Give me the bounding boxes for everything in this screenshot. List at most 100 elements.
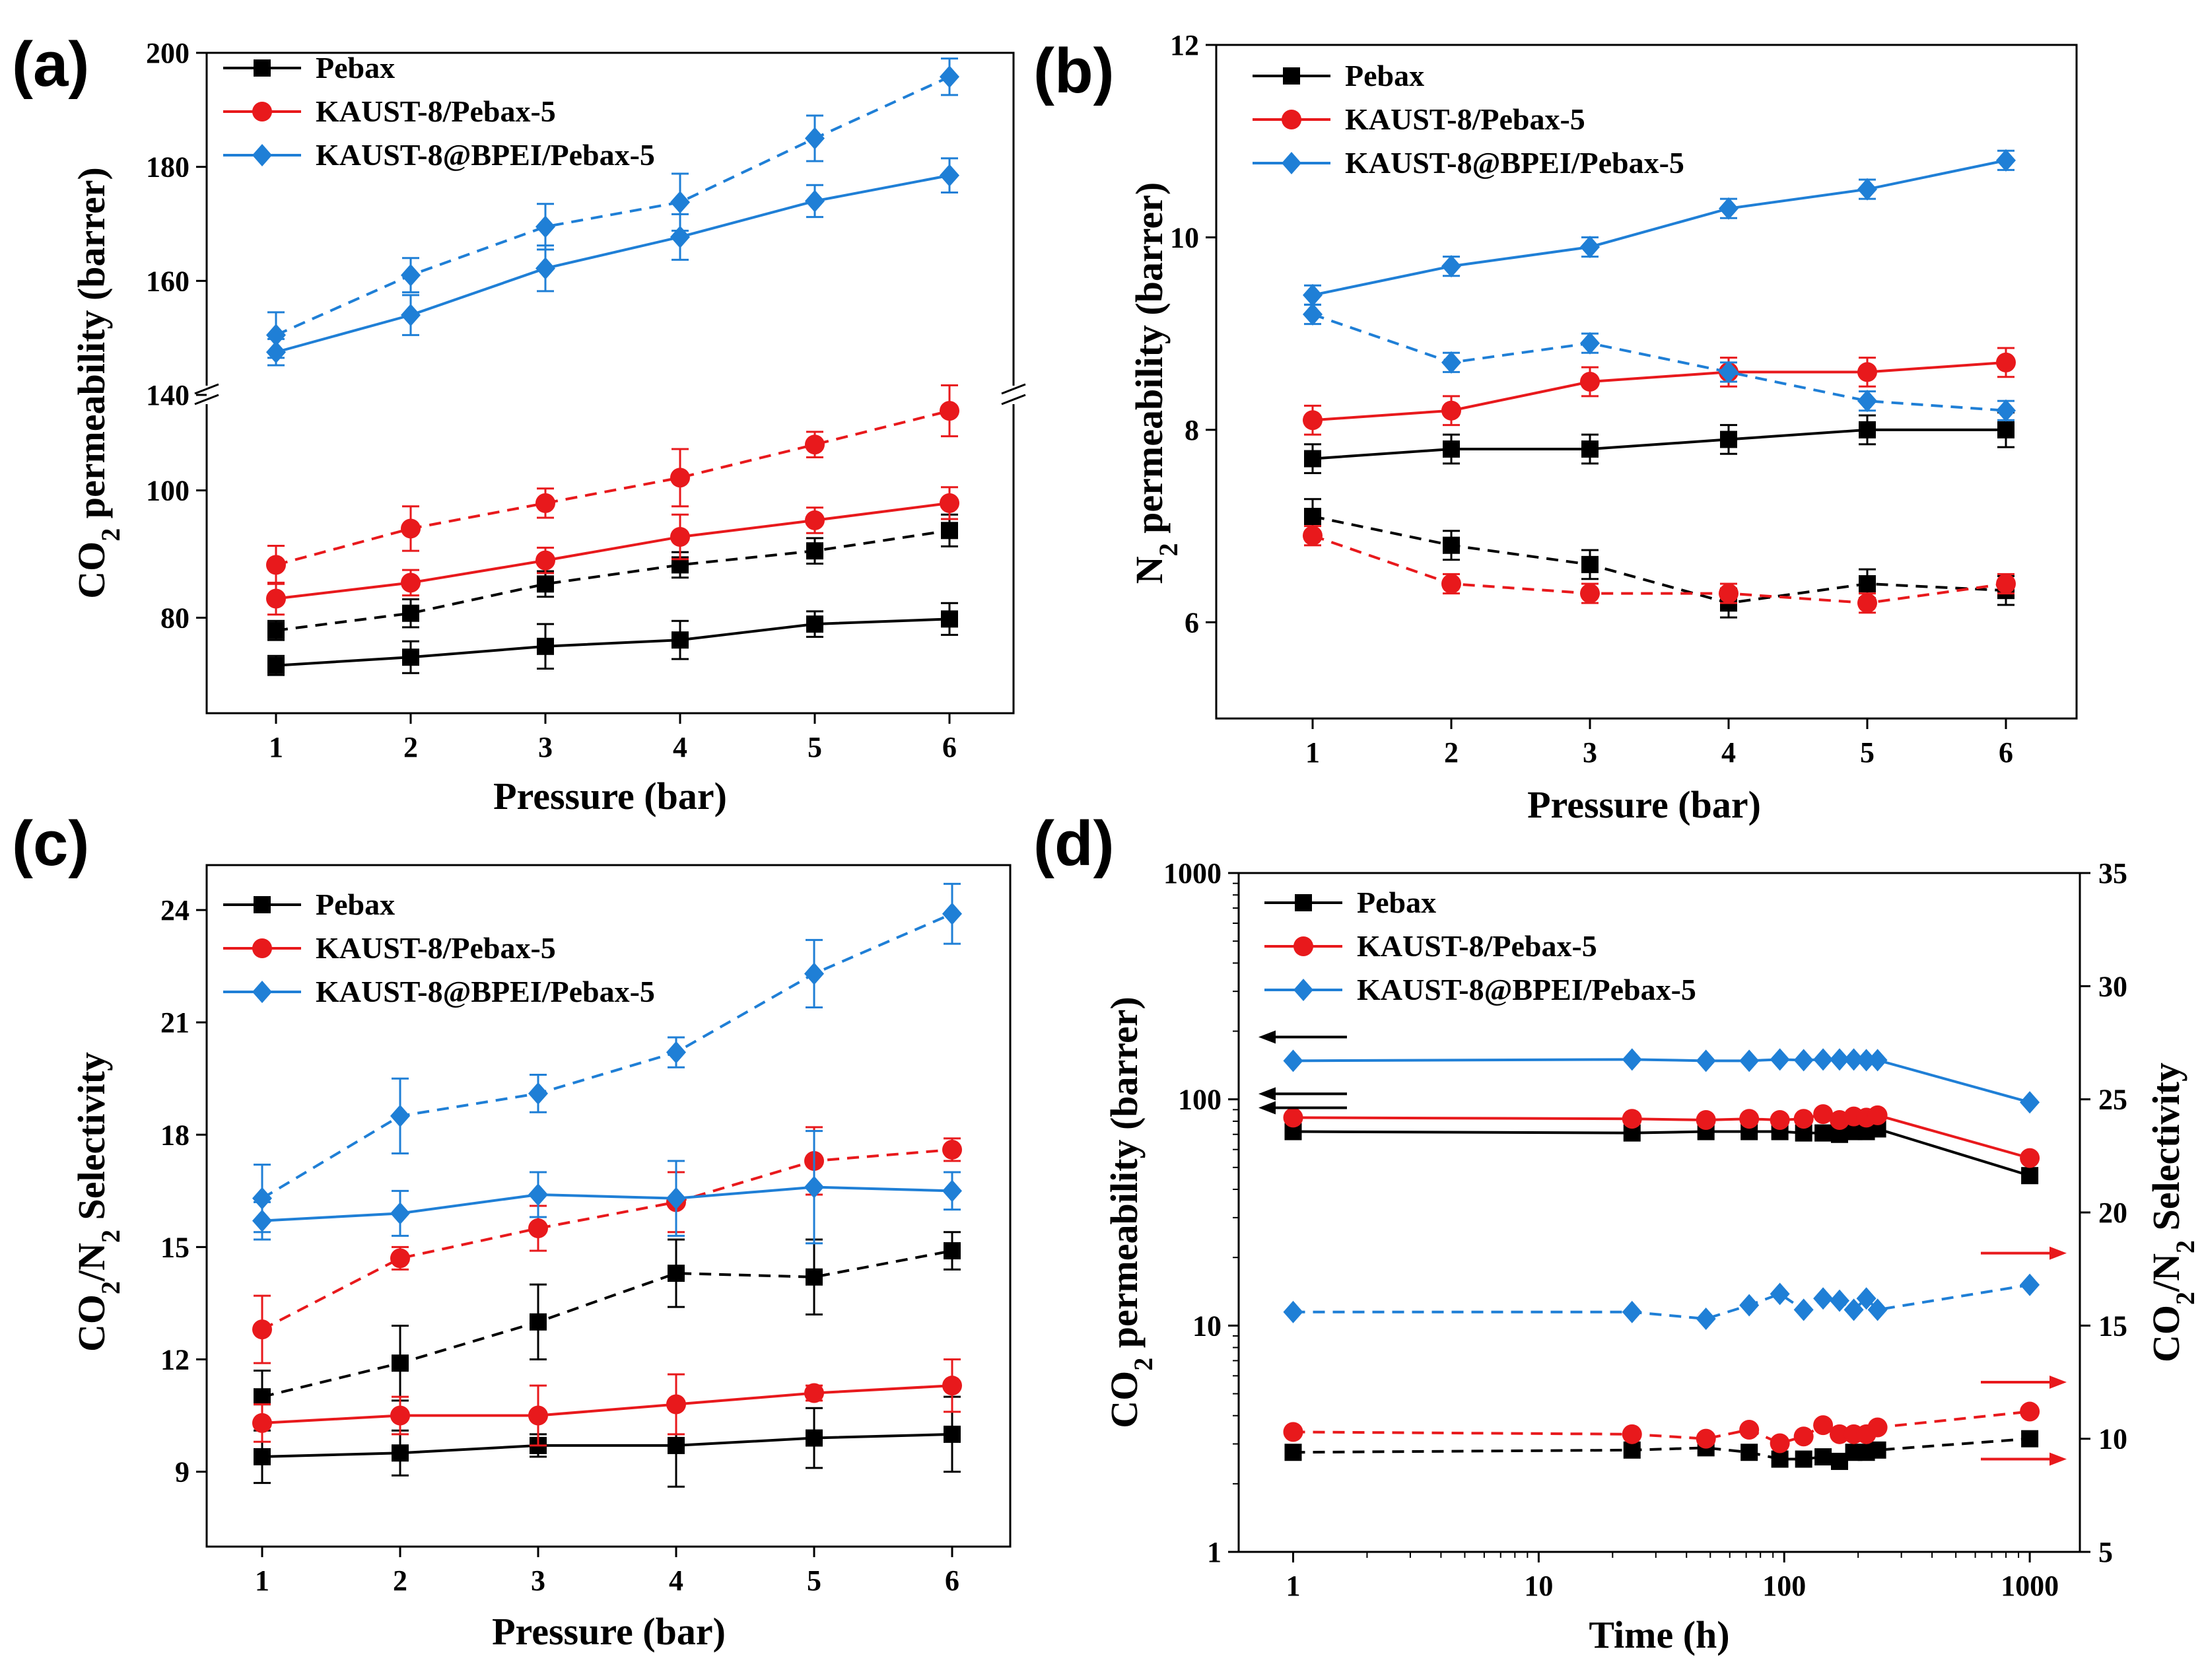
series-line bbox=[1312, 361, 2007, 422]
data-point bbox=[806, 542, 823, 560]
y-tick-label: 6 bbox=[1185, 606, 1199, 639]
data-point bbox=[530, 1313, 547, 1331]
y-tick-label: 15 bbox=[160, 1231, 189, 1263]
data-point bbox=[1857, 390, 1877, 413]
data-point bbox=[254, 1388, 271, 1406]
y2-tick-label: 5 bbox=[2098, 1536, 2113, 1568]
y-tick-label: 1000 bbox=[1163, 857, 1222, 890]
data-point bbox=[1696, 1308, 1716, 1331]
data-point bbox=[1857, 362, 1877, 382]
data-point bbox=[1867, 1417, 1888, 1438]
y-tick-label: 1 bbox=[1207, 1536, 1222, 1568]
y-axis-title-part: 2 bbox=[1154, 543, 1183, 556]
data-point bbox=[1814, 1124, 1832, 1142]
axis-break-mark bbox=[1001, 383, 1026, 395]
data-point bbox=[1793, 1109, 1814, 1129]
axis-arrow-head bbox=[1258, 1030, 1276, 1044]
y-tick-label: 8 bbox=[1185, 414, 1199, 446]
series-line bbox=[1312, 158, 2007, 297]
data-point bbox=[1719, 583, 1739, 604]
data-point bbox=[390, 1202, 410, 1225]
data-point bbox=[666, 1187, 686, 1210]
panel-a: (a) 80 100 140 160 180 200 1 2 3 4 5 6 Pressure (bar)… bbox=[12, 29, 1026, 818]
series-line bbox=[275, 409, 950, 567]
data-point bbox=[805, 127, 825, 150]
series-line bbox=[261, 1185, 953, 1222]
legend-marker bbox=[252, 102, 272, 122]
data-point bbox=[252, 1413, 272, 1433]
data-point bbox=[402, 604, 419, 622]
data-point bbox=[401, 263, 421, 287]
data-point bbox=[266, 555, 286, 575]
data-point bbox=[1719, 361, 1739, 384]
data-point bbox=[1580, 332, 1600, 355]
data-point bbox=[670, 191, 690, 214]
legend-label: KAUST-8/Pebax-5 bbox=[1345, 102, 1585, 136]
x-axis-title: Pressure (bar) bbox=[492, 1610, 726, 1653]
y2-tick-label: 20 bbox=[2098, 1197, 2127, 1229]
y-axis-title-part: CO bbox=[1103, 1371, 1146, 1428]
data-point bbox=[1813, 1048, 1834, 1071]
y-tick-label: 160 bbox=[146, 265, 189, 297]
data-point bbox=[267, 621, 285, 639]
data-point bbox=[1580, 236, 1600, 258]
series-line bbox=[1312, 428, 2006, 460]
series-line bbox=[261, 1432, 953, 1458]
data-point bbox=[266, 588, 286, 609]
series-line bbox=[275, 617, 950, 667]
x-axis-title: Time (h) bbox=[1589, 1613, 1729, 1656]
data-point bbox=[1770, 1048, 1790, 1071]
data-point bbox=[670, 468, 690, 488]
data-point bbox=[1770, 1433, 1790, 1453]
y-tick-label: 12 bbox=[1170, 29, 1199, 61]
data-point bbox=[1304, 450, 1321, 468]
legend-label: KAUST-8@BPEI/Pebax-5 bbox=[316, 138, 655, 172]
data-point bbox=[2020, 1401, 2040, 1422]
axis-arrow-head bbox=[2049, 1246, 2067, 1260]
data-point bbox=[1283, 1300, 1303, 1323]
data-point bbox=[1857, 178, 1877, 201]
data-point bbox=[537, 637, 554, 655]
data-point bbox=[1793, 1298, 1814, 1321]
data-point bbox=[1696, 1428, 1716, 1449]
legend-marker bbox=[252, 938, 272, 958]
data-point bbox=[1867, 1298, 1888, 1321]
data-point bbox=[805, 510, 825, 530]
x-tick-label: 6 bbox=[1999, 736, 2013, 769]
data-point bbox=[1303, 303, 1323, 326]
x-tick-label: 6 bbox=[942, 731, 957, 763]
data-point bbox=[1441, 400, 1461, 421]
x-tick-label: 100 bbox=[1762, 1570, 1806, 1602]
data-point bbox=[535, 550, 555, 571]
data-point bbox=[252, 1187, 272, 1210]
data-point bbox=[2021, 1430, 2039, 1448]
data-point bbox=[1739, 1109, 1760, 1129]
data-point bbox=[1770, 1110, 1790, 1131]
legend-marker bbox=[1283, 67, 1300, 85]
data-point bbox=[1856, 1287, 1877, 1310]
x-tick-label: 3 bbox=[531, 1564, 545, 1597]
data-point bbox=[1813, 1287, 1834, 1310]
data-point bbox=[1623, 1441, 1641, 1459]
data-point bbox=[1997, 421, 2015, 438]
data-point bbox=[1771, 1450, 1789, 1468]
y-axis-title-part: N bbox=[1128, 556, 1171, 584]
y-axis-title-part: 2 bbox=[96, 1281, 125, 1294]
legend-label: Pebax bbox=[316, 51, 395, 85]
plot-frame bbox=[1215, 44, 2078, 720]
x-tick-label: 4 bbox=[673, 731, 687, 763]
legend-label: Pebax bbox=[316, 888, 395, 921]
series-line bbox=[261, 1249, 953, 1399]
legend-marker bbox=[1282, 110, 1301, 129]
data-point bbox=[940, 401, 959, 421]
legend-marker bbox=[1282, 152, 1301, 174]
legend-label: KAUST-8@BPEI/Pebax-5 bbox=[1345, 146, 1684, 180]
data-point bbox=[390, 1405, 410, 1426]
y2-tick-label: 25 bbox=[2098, 1084, 2127, 1116]
data-point bbox=[390, 1104, 410, 1127]
axis-arrow-head bbox=[1258, 1087, 1276, 1101]
data-point bbox=[806, 1268, 823, 1286]
data-point bbox=[1581, 555, 1599, 573]
x-tick-label: 1 bbox=[255, 1564, 269, 1597]
